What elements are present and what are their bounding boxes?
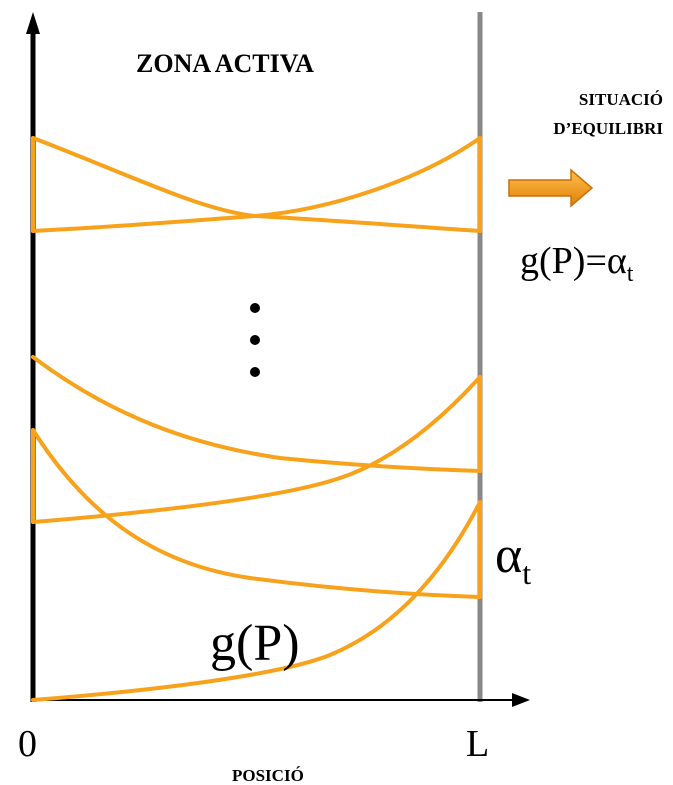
side-note-line1: SITUACIÓ <box>579 90 663 109</box>
side-note-line2: D’EQUILIBRI <box>553 119 663 138</box>
alpha-symbol: α <box>495 527 522 584</box>
x-axis-title: POSICIÓ <box>232 766 304 785</box>
y-axis-arrowhead <box>26 12 40 34</box>
gp-curve <box>31 500 482 702</box>
middle-curve-increasing <box>31 375 482 524</box>
equilibrium-alpha: α <box>607 240 627 282</box>
equilibrium-arrow-icon <box>508 168 594 208</box>
gp-label: g(P) <box>210 615 300 672</box>
alpha-subscript: t <box>522 555 531 591</box>
x-axis-end-label: L <box>466 723 489 765</box>
equilibrium-lhs: g(P)= <box>520 240 607 282</box>
alpha-label: αt <box>495 527 531 591</box>
x-axis-origin-label: 0 <box>18 723 37 765</box>
diagram-title: ZONA ACTIVA <box>136 49 314 78</box>
middle-curve-decreasing <box>31 355 482 473</box>
vertical-ellipsis <box>250 303 260 377</box>
ellipsis-dot <box>250 367 260 377</box>
x-axis-arrowhead <box>512 693 530 707</box>
ellipsis-dot <box>250 303 260 313</box>
top-curve-increasing <box>31 136 482 233</box>
equilibrium-subscript: t <box>627 261 634 287</box>
equilibrium-formula: g(P)=αt <box>520 240 634 287</box>
ellipsis-dot <box>250 335 260 345</box>
